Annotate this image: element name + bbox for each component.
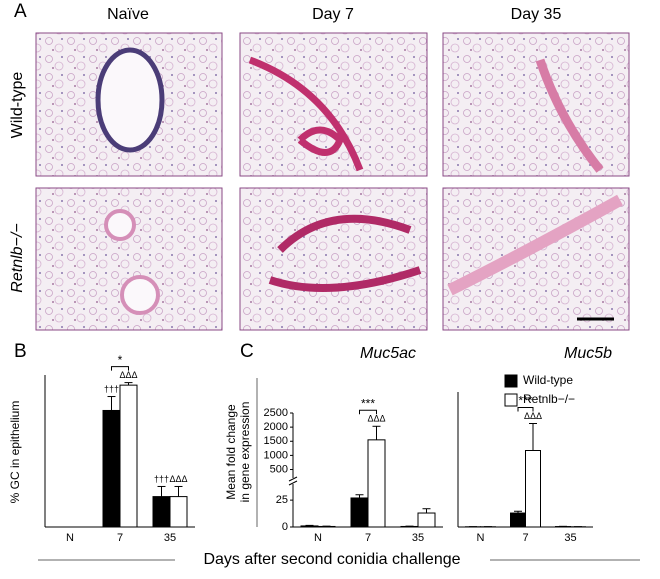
bar [368,440,385,527]
panel-letter: A [14,1,27,22]
panel-letter: B [14,341,27,362]
bar [153,497,170,527]
x-axis-title: Days after second conidia challenge [203,551,460,568]
y-tick-label: 2500 [264,407,288,419]
row-label: Wild-type [9,72,26,139]
bar [418,513,435,527]
legend-label: Retnlb−/− [523,392,575,406]
airway [122,277,158,313]
chart-title: Muc5b [564,345,612,362]
annotation: ΔΔΔ [169,474,187,484]
micrograph [240,188,427,330]
y-tick-label: 2000 [264,421,288,433]
bar [511,513,526,527]
bar [120,385,137,527]
column-header: Day 7 [312,6,354,23]
bar [103,410,120,527]
micrograph [443,33,629,176]
x-tick-label: 7 [365,532,371,544]
y-tick-label: 1500 [264,435,288,447]
x-tick-label: N [477,532,485,544]
x-tick-label: N [66,532,74,544]
x-tick-label: 7 [522,532,528,544]
bar [351,498,368,527]
annotation: ΔΔΔ [119,370,137,380]
y-tick-label: 1000 [264,449,288,461]
annotation: ††† [104,384,119,394]
y-axis-title: % GC in epithelium [8,401,22,504]
micrograph [240,33,427,176]
annotation: ΔΔΔ [524,411,542,421]
micrographs [36,33,629,330]
panel-letter: C [240,341,254,362]
x-tick-label: 35 [412,532,424,544]
airway [106,211,134,239]
chart-title: Muc5ac [360,345,416,362]
x-tick-label: 35 [564,532,576,544]
annotation: *** [361,396,375,410]
column-header: Day 35 [511,6,562,23]
annotation: ΔΔΔ [367,414,385,424]
bar [301,526,318,527]
y-tick-label: 0 [282,521,288,533]
x-tick-label: 7 [117,532,123,544]
row-label: Retnlb−/− [9,223,26,292]
legend-swatch [505,394,517,406]
annotation: ††† [154,474,169,484]
annotation: * [118,353,123,367]
x-tick-label: 35 [164,532,176,544]
y-axis-title: in gene expression [238,402,252,503]
y-tick-label: 25 [276,494,288,506]
y-tick-label: 500 [270,463,288,475]
y-axis-title: Mean fold change [224,404,238,500]
legend-swatch [505,375,517,387]
legend-label: Wild-type [523,373,573,387]
airway [98,50,162,150]
bar [526,451,541,528]
column-header: Naïve [107,6,149,23]
x-tick-label: N [314,532,322,544]
bar [170,497,187,527]
